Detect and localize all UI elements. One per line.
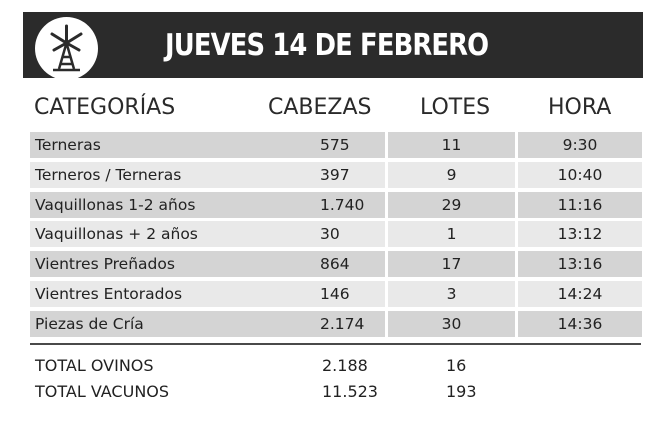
column-header-time: HORA: [548, 95, 612, 120]
lots-cell: 17: [388, 251, 515, 278]
total-ovinos-heads: 2.188: [322, 356, 368, 375]
lots-cell: 9: [388, 161, 515, 188]
time-cell: 13:12: [518, 221, 642, 248]
table-row: Vientres Entorados 146 3 14:24: [30, 279, 642, 309]
category-cell: Vientres Preñados: [30, 251, 268, 278]
total-vacunos-label: TOTAL VACUNOS: [35, 382, 170, 401]
heads-cell: 397: [265, 161, 385, 188]
title-banner: [23, 12, 643, 78]
heads-cell: 30: [265, 221, 385, 248]
lots-cell: 3: [388, 280, 515, 307]
total-vacunos-lots: 193: [446, 382, 477, 401]
heads-cell: 146: [265, 280, 385, 307]
table-row: Terneros / Terneras 397 9 10:40: [30, 160, 642, 190]
page-title: JUEVES 14 DE FEBRERO: [165, 28, 489, 63]
table-row: Terneras 575 11 9:30: [30, 130, 642, 160]
lots-cell: 29: [388, 191, 515, 218]
heads-cell: 575: [265, 132, 385, 158]
category-cell: Vientres Entorados: [30, 280, 268, 307]
table-row: Piezas de Cría 2.174 30 14:36: [30, 309, 642, 339]
category-cell: Terneras: [30, 132, 268, 158]
time-cell: 9:30: [518, 132, 642, 158]
time-cell: 11:16: [518, 191, 642, 218]
logo-badge: [35, 17, 98, 80]
category-cell: Vaquillonas + 2 años: [30, 221, 268, 248]
column-header-category: CATEGORÍAS: [34, 95, 176, 120]
time-cell: 14:24: [518, 280, 642, 307]
category-cell: Vaquillonas 1-2 años: [30, 191, 268, 218]
category-cell: Piezas de Cría: [30, 310, 268, 337]
heads-cell: 1.740: [265, 191, 385, 218]
total-vacunos-heads: 11.523: [322, 382, 378, 401]
time-cell: 13:16: [518, 251, 642, 278]
total-ovinos-lots: 16: [446, 356, 467, 375]
heads-cell: 2.174: [265, 310, 385, 337]
time-cell: 14:36: [518, 310, 642, 337]
lots-cell: 11: [388, 132, 515, 158]
table-row: Vaquillonas + 2 años 30 1 13:12: [30, 219, 642, 249]
table-row: Vaquillonas 1-2 años 1.740 29 11:16: [30, 190, 642, 220]
total-ovinos-label: TOTAL OVINOS: [35, 356, 154, 375]
column-header-lots: LOTES: [420, 95, 491, 120]
schedule-table: Terneras 575 11 9:30 Terneros / Terneras…: [30, 130, 642, 339]
heads-cell: 864: [265, 251, 385, 278]
category-cell: Terneros / Terneras: [30, 161, 268, 188]
totals-divider: [30, 343, 641, 345]
lots-cell: 30: [388, 310, 515, 337]
windmill-icon: [50, 24, 83, 72]
table-row: Vientres Preñados 864 17 13:16: [30, 249, 642, 279]
column-header-heads: CABEZAS: [268, 95, 372, 120]
lots-cell: 1: [388, 221, 515, 248]
time-cell: 10:40: [518, 161, 642, 188]
